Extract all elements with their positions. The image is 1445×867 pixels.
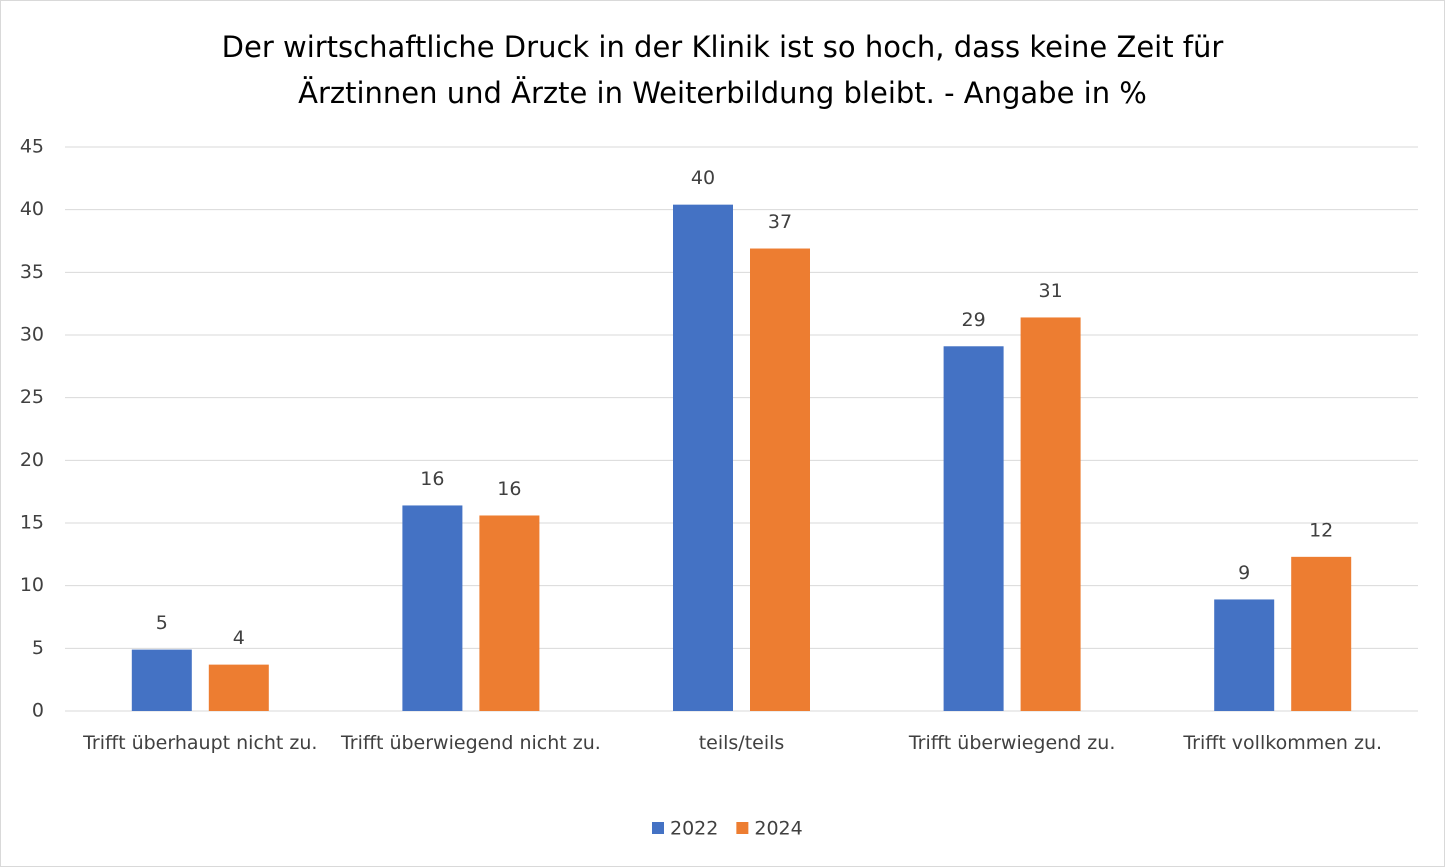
legend-swatch <box>736 822 749 834</box>
x-tick-label: Trifft überwiegend zu. <box>908 732 1116 754</box>
y-tick-label: 35 <box>20 261 44 283</box>
data-label: 37 <box>768 211 792 233</box>
bar <box>1214 599 1275 711</box>
x-tick-label: Trifft vollkommen zu. <box>1183 732 1383 754</box>
legend-label: 2024 <box>754 818 802 840</box>
legend-label: 2022 <box>670 818 718 840</box>
data-label: 12 <box>1309 519 1333 541</box>
bar <box>402 505 463 711</box>
data-label: 4 <box>233 627 245 649</box>
bar <box>479 515 540 711</box>
y-tick-label: 30 <box>20 324 44 346</box>
x-tick-label: Trifft überhaupt nicht zu. <box>83 732 318 754</box>
bar <box>131 649 192 711</box>
bar <box>673 204 733 712</box>
y-tick-label: 45 <box>20 136 44 158</box>
y-tick-label: 0 <box>32 700 44 722</box>
y-tick-label: 5 <box>32 637 44 659</box>
y-tick-label: 25 <box>20 386 44 408</box>
bar <box>208 664 269 711</box>
data-label: 16 <box>420 468 444 490</box>
chart-title: Der wirtschaftliche Druck in der Klinik … <box>221 30 1224 110</box>
data-label: 9 <box>1238 562 1250 584</box>
chart-title-box: Der wirtschaftliche Druck in der Klinik … <box>0 24 1445 116</box>
x-tick-label: teils/teils <box>698 732 785 754</box>
data-label: 31 <box>1039 280 1063 302</box>
x-tick-label: Trifft überwiegend nicht zu. <box>340 732 601 754</box>
y-tick-label: 40 <box>20 198 44 220</box>
data-label: 40 <box>691 167 715 189</box>
y-tick-label: 10 <box>20 574 44 596</box>
legend-swatch <box>652 822 664 834</box>
bar <box>750 248 810 711</box>
bar <box>1020 317 1081 711</box>
y-tick-label: 20 <box>20 449 44 471</box>
bar <box>1291 556 1352 711</box>
data-label: 16 <box>497 478 521 500</box>
data-label: 5 <box>156 612 168 634</box>
data-label: 29 <box>962 309 986 331</box>
bar <box>943 346 1004 711</box>
y-tick-label: 15 <box>20 512 44 534</box>
